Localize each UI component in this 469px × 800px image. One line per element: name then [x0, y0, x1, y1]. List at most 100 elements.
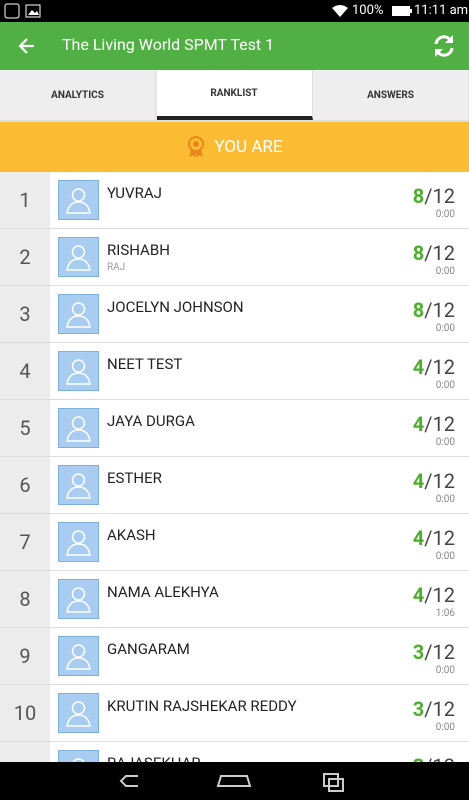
battery-icon [392, 6, 412, 16]
score: 4/12 [413, 469, 455, 493]
score: 3/12 [413, 754, 455, 762]
avatar [58, 237, 99, 277]
rank-cell: 6 [0, 457, 50, 513]
user-name: GANGARAM [107, 640, 190, 658]
rank-row[interactable]: 8 NAMA ALEKHYA 4/12 1:06 [0, 571, 469, 628]
rank-row[interactable]: RAJASEKHAR 3/12 [0, 742, 469, 762]
score-total: /12 [424, 298, 455, 322]
score-value: 8 [412, 298, 425, 322]
score: 4/12 [413, 583, 455, 607]
rank-number: 6 [19, 473, 31, 497]
score-value: 3 [412, 640, 425, 664]
banner-text: YOU ARE [214, 137, 283, 157]
user-name: JOCELYN JOHNSON [107, 298, 244, 316]
rank-cell: 1 [0, 172, 50, 228]
score-total: /12 [424, 241, 455, 265]
avatar-box [58, 408, 99, 448]
score-total: /12 [424, 355, 455, 379]
refresh-button[interactable] [431, 33, 457, 59]
tab[interactable]: ANSWERS [313, 70, 469, 120]
avatar [58, 522, 99, 562]
time-taken: 0:00 [435, 209, 455, 220]
avatar [58, 750, 99, 762]
clock: 11:11 am [414, 3, 469, 18]
user-sub: RAJ [107, 262, 126, 273]
time-taken: 0:00 [435, 722, 455, 733]
rank-row[interactable]: 9 GANGARAM 3/12 0:00 [0, 628, 469, 685]
user-name: KRUTIN RAJSHEKAR REDDY [107, 697, 297, 715]
rank-row[interactable]: 4 NEET TEST 4/12 0:00 [0, 343, 469, 400]
time-taken: 0:00 [435, 551, 455, 562]
score: 8/12 [413, 241, 455, 265]
rank-list: 1 YUVRAJ 8/12 0:00 2 RISHABH RAJ 8/12 0:00 3 JOCEL… [0, 172, 469, 762]
score-total: /12 [424, 526, 455, 550]
battery-text: 100% [352, 3, 384, 18]
app-title: The Living World SPMT Test 1 [62, 35, 275, 54]
rank-cell: 10 [0, 685, 50, 741]
score-total: /12 [424, 469, 455, 493]
avatar-box [58, 180, 99, 220]
nav-icons[interactable] [118, 771, 358, 793]
score-value: 3 [413, 754, 424, 762]
score: 8/12 [413, 298, 455, 322]
rank-row[interactable]: 10 KRUTIN RAJSHEKAR REDDY 3/12 0:00 [0, 685, 469, 742]
avatar-box [58, 579, 99, 619]
tab[interactable]: RANKLIST [156, 70, 313, 120]
avatar-box [58, 237, 99, 277]
score-total: /12 [424, 697, 455, 721]
score-total: /12 [424, 412, 455, 436]
rank-cell [0, 742, 50, 762]
score-value: 8 [412, 184, 425, 208]
rank-number: 4 [19, 359, 31, 383]
avatar-box [58, 750, 99, 762]
rank-number: 5 [19, 416, 31, 440]
rank-cell: 5 [0, 400, 50, 456]
rank-number: 3 [19, 302, 31, 326]
avatar [58, 636, 99, 676]
score-total: /12 [424, 184, 455, 208]
time-taken: 0:00 [435, 665, 455, 676]
rank-cell: 8 [0, 571, 50, 627]
score-value: 4 [412, 526, 425, 550]
rank-cell: 2 [0, 229, 50, 285]
avatar [58, 294, 99, 334]
time-taken: 0:00 [435, 380, 455, 391]
score-total: /12 [424, 583, 455, 607]
rank-row[interactable]: 7 AKASH 4/12 0:00 [0, 514, 469, 571]
rank-row[interactable]: 3 JOCELYN JOHNSON 8/12 0:00 [0, 286, 469, 343]
rank-cell: 3 [0, 286, 50, 342]
avatar-box [58, 693, 99, 733]
score: 4/12 [413, 355, 455, 379]
avatar [58, 693, 99, 733]
rank-cell: 4 [0, 343, 50, 399]
score: 4/12 [413, 412, 455, 436]
score: 4/12 [413, 526, 455, 550]
user-name: JAYA DURGA [107, 412, 195, 430]
rank-row[interactable]: 6 ESTHER 4/12 0:00 [0, 457, 469, 514]
user-name: NAMA ALEKHYA [107, 583, 219, 601]
avatar [58, 465, 99, 505]
rank-row[interactable]: 2 RISHABH RAJ 8/12 0:00 [0, 229, 469, 286]
rank-row[interactable]: 1 YUVRAJ 8/12 0:00 [0, 172, 469, 229]
time-taken: 0:00 [435, 494, 455, 505]
avatar [58, 408, 99, 448]
rank-cell: 7 [0, 514, 50, 570]
rank-number: 9 [19, 644, 31, 668]
avatar-box [58, 522, 99, 562]
score-value: 3 [412, 697, 425, 721]
avatar-box [58, 465, 99, 505]
tab[interactable]: ANALYTICS [0, 70, 156, 120]
score-value: 4 [412, 412, 425, 436]
score-value: 8 [412, 241, 425, 265]
app-bar: The Living World SPMT Test 1 [0, 22, 469, 70]
score-total: /12 [424, 754, 455, 762]
rank-row[interactable]: 5 JAYA DURGA 4/12 0:00 [0, 400, 469, 457]
rank-cell: 9 [0, 628, 50, 684]
user-name: ESTHER [107, 469, 162, 487]
you-are-banner[interactable]: YOU ARE [0, 122, 469, 172]
time-taken: 0:00 [435, 266, 455, 277]
time-taken: 0:00 [435, 437, 455, 448]
user-name: RISHABH [107, 241, 170, 259]
back-button[interactable] [18, 37, 36, 55]
